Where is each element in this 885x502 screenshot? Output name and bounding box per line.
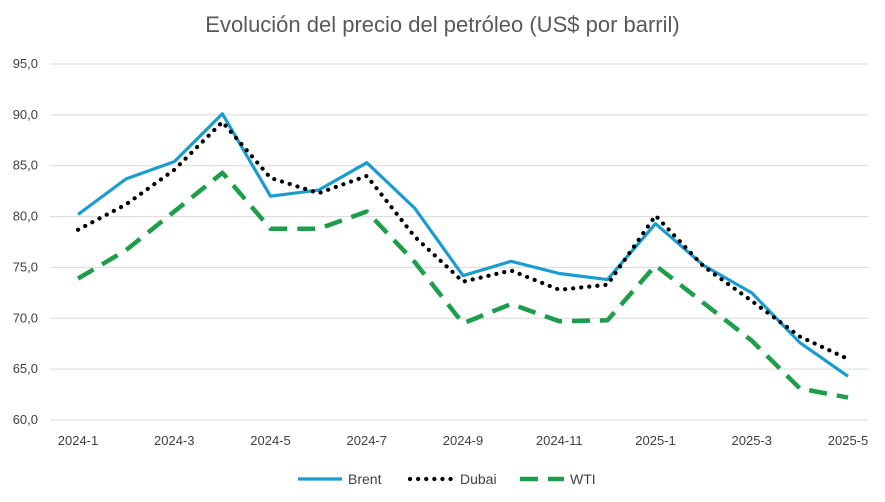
series-line-dubai	[75, 119, 851, 362]
x-tick-label: 2024-11	[536, 433, 583, 448]
legend-label-dubai: Dubai	[460, 471, 497, 487]
x-tick-label: 2024-3	[154, 433, 194, 448]
y-tick-label: 65,0	[13, 361, 38, 376]
x-tick-label: 2024-5	[250, 433, 290, 448]
y-tick-label: 95,0	[13, 56, 38, 71]
series-line-brent	[77, 112, 849, 378]
series-line-wti	[76, 170, 849, 400]
y-tick-label: 90,0	[13, 107, 38, 122]
x-tick-label: 2025-1	[635, 433, 675, 448]
y-tick-label: 60,0	[13, 412, 38, 427]
y-tick-label: 85,0	[13, 158, 38, 173]
y-tick-label: 70,0	[13, 310, 38, 325]
x-tick-label: 2024-7	[347, 433, 387, 448]
y-tick-label: 80,0	[13, 209, 38, 224]
x-tick-label: 2024-1	[58, 433, 98, 448]
x-tick-label: 2025-3	[732, 433, 772, 448]
chart-title: Evolución del precio del petróleo (US$ p…	[205, 12, 680, 37]
legend-label-wti: WTI	[570, 471, 596, 487]
y-tick-label: 75,0	[13, 259, 38, 274]
legend-label-brent: Brent	[348, 471, 382, 487]
x-tick-label: 2025-5	[828, 433, 868, 448]
x-tick-label: 2024-9	[443, 433, 483, 448]
